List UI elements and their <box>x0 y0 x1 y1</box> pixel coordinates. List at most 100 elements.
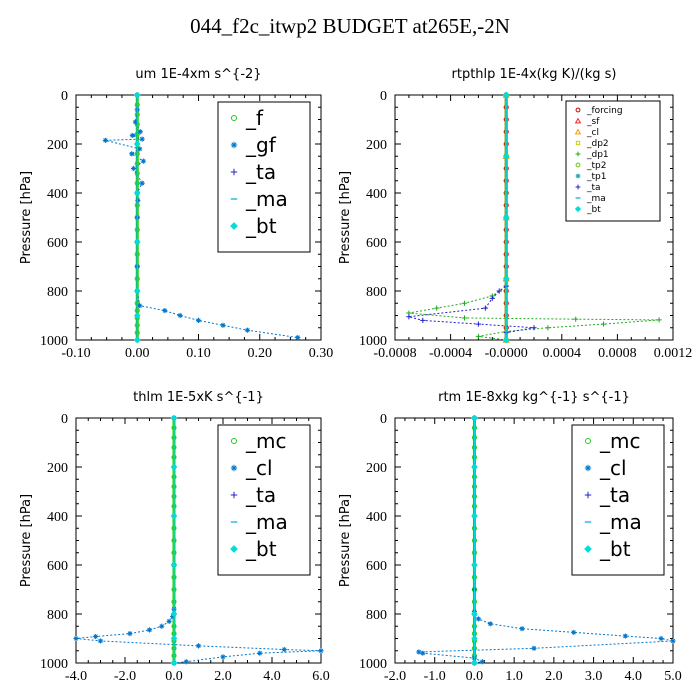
x-tick-label: 0.0 <box>466 669 484 684</box>
data-point <box>97 638 104 644</box>
data-point <box>502 336 510 344</box>
legend-label: _ta <box>245 160 276 184</box>
data-point <box>133 336 141 344</box>
y-tick-label: 800 <box>47 285 68 300</box>
data-point <box>622 633 628 639</box>
x-tick-label: 0.20 <box>248 346 273 361</box>
data-point <box>502 91 510 99</box>
data-point <box>133 238 141 246</box>
legend-label: _ta <box>586 183 601 193</box>
x-tick-label: 0.0 <box>165 669 183 684</box>
legend: _forcing_sf_cl_dp2_dp1_tp2_tp1_ta_ma_bt <box>565 100 661 222</box>
legend-label: _bt <box>245 537 277 561</box>
data-point <box>471 610 478 618</box>
y-tick-label: 1000 <box>40 657 68 672</box>
legend-label: _f <box>245 106 264 130</box>
data-point <box>170 610 178 618</box>
legend-marker <box>230 168 238 176</box>
series_bt <box>502 91 510 344</box>
data-point <box>471 561 478 569</box>
y-tick-label: 600 <box>366 236 387 251</box>
legend: _f _gf _ta _ma _bt <box>217 101 311 253</box>
data-point <box>170 463 178 471</box>
legend-marker <box>584 545 592 553</box>
data-point <box>502 214 510 221</box>
legend-label: _bt <box>586 205 601 215</box>
legend-marker <box>574 117 582 124</box>
data-point <box>133 189 141 197</box>
data-point <box>93 633 99 640</box>
legend-label: _mc <box>599 429 640 453</box>
x-tick-label: -2.0 <box>384 669 406 684</box>
panel-title: thlm 1E-5xK s^{-1} <box>133 390 264 405</box>
x-tick-label: -0.10 <box>61 346 90 361</box>
data-point <box>137 146 143 152</box>
x-tick-label: -2.0 <box>114 669 136 684</box>
y-tick-label: 400 <box>366 510 387 525</box>
y-tick-label: 600 <box>47 559 68 574</box>
legend-marker <box>230 437 238 445</box>
x-tick-label: 0.30 <box>309 346 334 361</box>
data-point <box>281 646 287 653</box>
data-point <box>461 315 468 321</box>
x-tick-label: 0.0008 <box>598 346 637 361</box>
data-point <box>137 129 143 135</box>
legend-label: _bt <box>245 214 277 238</box>
legend-marker <box>575 173 581 179</box>
x-tick-label: -4.0 <box>65 669 87 684</box>
data-point <box>257 650 263 656</box>
legend-marker <box>584 491 592 499</box>
legend-marker <box>230 114 238 122</box>
y-tick-label: 800 <box>47 608 68 623</box>
y-axis-label: Pressure [hPa] <box>338 494 353 587</box>
data-point <box>220 322 226 328</box>
legend-label: _cl <box>586 128 599 138</box>
data-point <box>139 180 145 186</box>
data-point <box>183 659 189 665</box>
data-point <box>162 308 168 314</box>
x-tick-label: 3.0 <box>585 669 603 684</box>
data-point <box>545 325 551 331</box>
x-tick-label: 2.0 <box>214 669 232 684</box>
series_ta <box>406 92 537 343</box>
data-point <box>177 312 183 319</box>
y-tick-label: 600 <box>366 559 387 574</box>
data-point <box>489 295 495 301</box>
legend-marker <box>575 107 581 113</box>
y-tick-label: 0 <box>61 89 68 104</box>
data-point <box>496 288 502 294</box>
legend-label: _ta <box>599 483 630 507</box>
legend-label: _tp2 <box>586 161 606 171</box>
x-tick-label: 6.0 <box>312 669 330 684</box>
data-point <box>127 631 133 637</box>
y-tick-label: 400 <box>366 187 387 202</box>
data-point <box>170 512 178 520</box>
x-tick-label: -0.0008 <box>373 346 416 361</box>
data-point <box>135 197 141 203</box>
data-point <box>471 463 478 471</box>
data-point <box>416 649 422 655</box>
data-point <box>531 645 537 651</box>
y-axis-label: Pressure [hPa] <box>19 171 34 264</box>
legend-label: _dp1 <box>586 150 609 160</box>
data-point <box>502 152 510 160</box>
data-point <box>482 305 488 311</box>
panel-1: um 1E-4xm s^{-2} Pressure [hPa] -0.10 0.00 0… <box>19 67 333 361</box>
series_bt <box>170 414 178 667</box>
panel-3: thlm 1E-5xK s^{-1} Pressure [hPa] -4.0 -2.0… <box>19 390 330 684</box>
data-point <box>318 648 324 654</box>
data-point <box>471 414 478 422</box>
data-point <box>519 626 525 632</box>
legend-marker <box>230 464 238 472</box>
data-point <box>170 659 178 667</box>
legend-label: _cl <box>599 456 627 480</box>
legend-marker <box>584 437 592 445</box>
y-tick-label: 1000 <box>40 334 68 349</box>
data-point <box>195 317 202 323</box>
data-point <box>159 623 165 629</box>
legend-label: _cl <box>245 456 273 480</box>
data-point <box>656 317 662 323</box>
panel-title: rtpthlp 1E-4x(kg K)/(kg s) <box>452 67 617 82</box>
legend-marker <box>575 162 581 168</box>
legend-marker <box>575 184 581 190</box>
